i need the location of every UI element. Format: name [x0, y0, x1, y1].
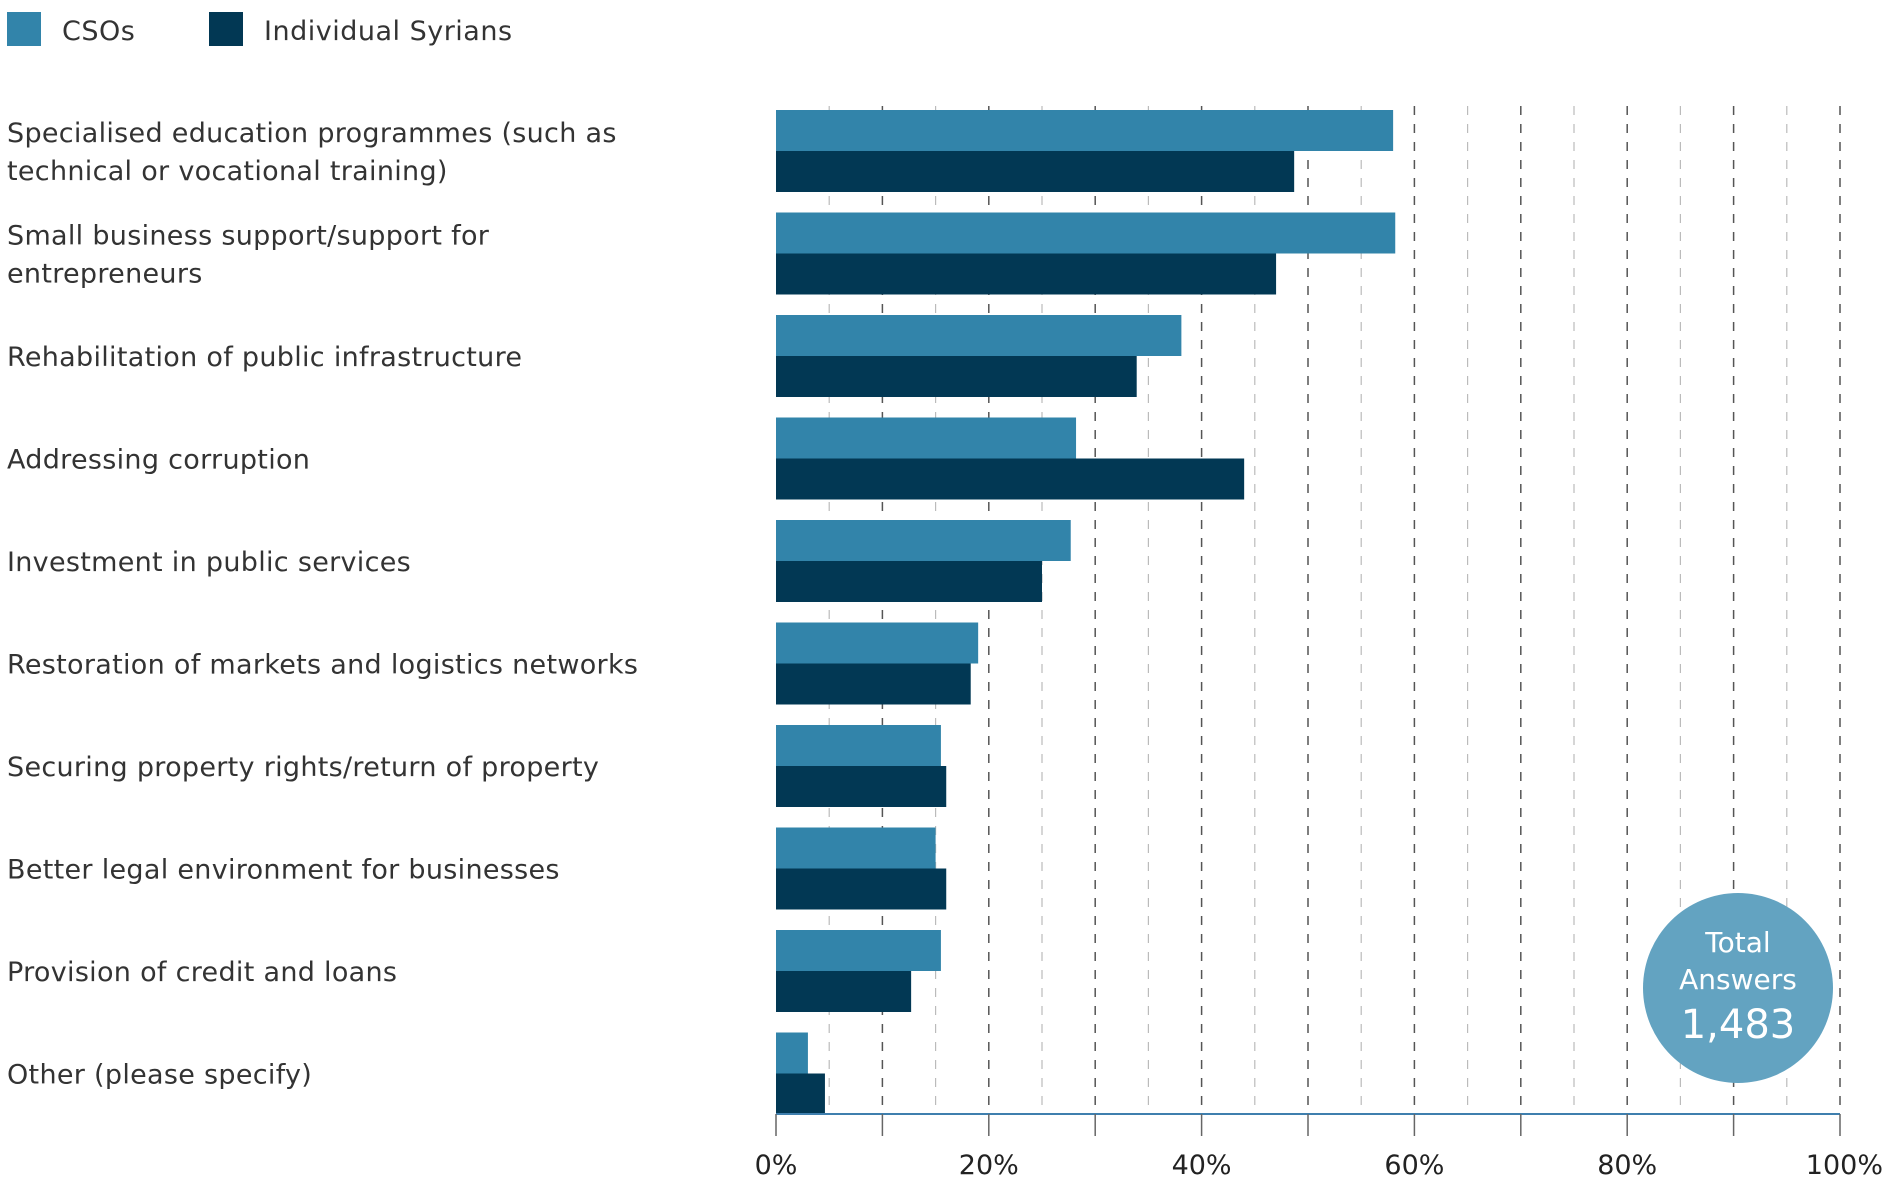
category-label-9: Other (please specify) [7, 1060, 312, 1091]
bar-individual-syrians-7 [776, 868, 947, 910]
x-tick-label: 40% [1172, 1150, 1232, 1181]
bar-individual-syrians-2 [776, 356, 1137, 397]
bar-csos-1 [776, 212, 1396, 254]
bar-individual-syrians-6 [776, 766, 947, 807]
category-label-6: Securing property rights/return of prope… [7, 752, 599, 783]
category-label-0: Specialised education programmes (such a… [7, 118, 617, 149]
badge-title-line-1: Total [1704, 926, 1770, 959]
legend: CSOs Individual Syrians [7, 12, 513, 47]
bar-csos-2 [776, 315, 1182, 356]
bar-individual-syrians-4 [776, 561, 1042, 602]
category-label-0: technical or vocational training) [7, 156, 448, 187]
bar-individual-syrians-1 [776, 253, 1277, 295]
x-tick-label: 80% [1597, 1150, 1657, 1181]
bar-individual-syrians-0 [776, 151, 1295, 192]
category-label-1: entrepreneurs [7, 259, 203, 290]
badge-circle [1643, 893, 1833, 1083]
bar-individual-syrians-3 [776, 458, 1245, 500]
x-tick-label: 60% [1384, 1150, 1444, 1181]
badge-title-line-2: Answers [1679, 963, 1797, 996]
category-label-2: Rehabilitation of public infrastructure [7, 342, 522, 373]
legend-label-1: Individual Syrians [264, 16, 513, 47]
bar-csos-8 [776, 930, 941, 971]
legend-swatch-0 [7, 12, 41, 46]
bar-csos-0 [776, 110, 1394, 151]
bar-csos-3 [776, 417, 1077, 459]
category-label-7: Better legal environment for businesses [7, 855, 560, 886]
badge-value: 1,483 [1681, 1002, 1796, 1048]
x-tick-label: 100% [1806, 1150, 1883, 1181]
category-labels: Specialised education programmes (such a… [7, 118, 638, 1091]
bar-csos-9 [776, 1032, 808, 1074]
category-label-1: Small business support/support for [7, 221, 490, 252]
category-label-3: Addressing corruption [7, 445, 310, 476]
bar-individual-syrians-8 [776, 971, 912, 1012]
x-axis: 0% 20% 40% 60% 80% 100% [755, 1113, 1883, 1181]
total-answers-badge: Total Answers 1,483 [1643, 893, 1833, 1083]
x-tick-label: 20% [959, 1150, 1019, 1181]
legend-swatch-1 [209, 12, 243, 46]
category-label-5: Restoration of markets and logistics net… [7, 650, 638, 681]
bar-individual-syrians-9 [776, 1073, 825, 1115]
category-label-8: Provision of credit and loans [7, 957, 397, 988]
category-label-4: Investment in public services [7, 547, 411, 578]
bars [776, 110, 1396, 1115]
bar-csos-4 [776, 520, 1071, 561]
bar-csos-7 [776, 827, 936, 869]
bar-csos-5 [776, 622, 979, 664]
legend-label-0: CSOs [62, 16, 135, 47]
bar-individual-syrians-5 [776, 663, 971, 705]
bar-csos-6 [776, 725, 941, 766]
x-tick-label: 0% [755, 1150, 798, 1181]
